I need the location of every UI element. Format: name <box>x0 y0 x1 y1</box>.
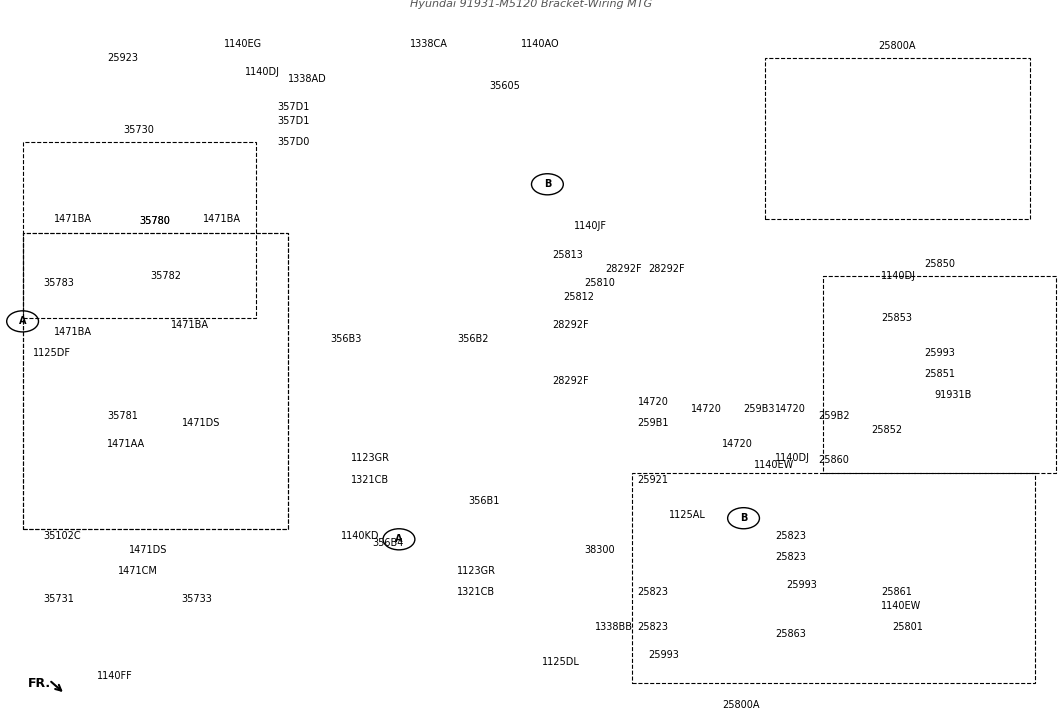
Text: 1125AL: 1125AL <box>670 510 706 520</box>
Text: 259B2: 259B2 <box>817 411 849 421</box>
Text: 14720: 14720 <box>723 439 754 449</box>
Text: 25810: 25810 <box>585 278 615 288</box>
Text: 35102C: 35102C <box>44 531 82 541</box>
Text: 28292F: 28292F <box>648 264 685 273</box>
Text: 25993: 25993 <box>924 348 955 358</box>
Text: 25823: 25823 <box>638 587 669 597</box>
Text: 1321CB: 1321CB <box>457 587 495 597</box>
Text: 1471DS: 1471DS <box>182 418 220 428</box>
Text: 35731: 35731 <box>44 594 74 604</box>
Text: 25853: 25853 <box>881 313 912 323</box>
Text: 1140EG: 1140EG <box>224 39 263 49</box>
Text: 357D1: 357D1 <box>277 102 309 112</box>
Text: 1471BA: 1471BA <box>171 320 209 330</box>
Text: 25993: 25993 <box>648 651 679 660</box>
Text: 1140DJ: 1140DJ <box>246 67 281 77</box>
Text: 28292F: 28292F <box>553 376 589 386</box>
Text: 259B3: 259B3 <box>743 404 775 414</box>
Text: 25823: 25823 <box>775 531 807 541</box>
Text: 1140AO: 1140AO <box>521 39 559 49</box>
Text: 1125DF: 1125DF <box>33 348 71 358</box>
Text: 1140JF: 1140JF <box>574 222 607 231</box>
Text: 25861: 25861 <box>881 587 912 597</box>
Text: 1471AA: 1471AA <box>107 439 146 449</box>
Text: 1338CA: 1338CA <box>409 39 448 49</box>
Text: 35783: 35783 <box>44 278 74 288</box>
Text: 28292F: 28292F <box>553 320 589 330</box>
Text: 25923: 25923 <box>107 53 138 63</box>
Text: 38300: 38300 <box>585 545 615 555</box>
Text: 35780: 35780 <box>139 217 170 227</box>
Text: B: B <box>740 513 747 523</box>
Text: 25860: 25860 <box>819 456 849 465</box>
Text: 35730: 35730 <box>123 125 154 135</box>
Text: 356B4: 356B4 <box>372 538 404 548</box>
Text: 14720: 14720 <box>775 404 806 414</box>
Text: 25850: 25850 <box>924 259 956 269</box>
Text: 25852: 25852 <box>871 425 901 435</box>
Text: A: A <box>19 316 27 326</box>
Text: FR.: FR. <box>28 677 51 690</box>
Text: 356B3: 356B3 <box>330 334 361 344</box>
Text: 1338BB: 1338BB <box>595 622 634 632</box>
Text: 25813: 25813 <box>553 249 584 260</box>
Text: 28292F: 28292F <box>606 264 642 273</box>
Text: 25993: 25993 <box>786 580 816 590</box>
Text: 25863: 25863 <box>775 629 806 639</box>
Text: 14720: 14720 <box>691 404 722 414</box>
Text: 1140EW: 1140EW <box>754 460 794 470</box>
Text: 357D0: 357D0 <box>277 137 309 147</box>
Text: 1140FF: 1140FF <box>97 672 133 681</box>
Text: 259B1: 259B1 <box>638 418 669 428</box>
Text: 35781: 35781 <box>107 411 138 421</box>
Text: 25823: 25823 <box>775 552 807 562</box>
Text: 14720: 14720 <box>638 397 669 407</box>
Text: 356B1: 356B1 <box>468 496 500 506</box>
Text: 1471BA: 1471BA <box>203 214 241 225</box>
Text: 357D1: 357D1 <box>277 116 309 126</box>
Text: 25800A: 25800A <box>878 41 916 51</box>
Text: 1123GR: 1123GR <box>351 454 390 463</box>
Text: 1140KD: 1140KD <box>340 531 379 541</box>
Text: 35782: 35782 <box>150 270 181 281</box>
Text: Hyundai 91931-M5120 Bracket-Wiring MTG: Hyundai 91931-M5120 Bracket-Wiring MTG <box>410 0 653 9</box>
Text: 1471BA: 1471BA <box>54 327 92 337</box>
Text: 1471BA: 1471BA <box>54 214 92 225</box>
Text: 25800A: 25800A <box>723 699 760 710</box>
Text: 1471CM: 1471CM <box>118 566 158 576</box>
Text: A: A <box>395 534 403 545</box>
Text: 35780: 35780 <box>139 217 170 227</box>
Text: B: B <box>543 180 551 189</box>
Text: 1321CB: 1321CB <box>351 475 389 485</box>
Text: 25851: 25851 <box>924 369 955 379</box>
Text: 35733: 35733 <box>182 594 213 604</box>
Text: 1140EW: 1140EW <box>881 601 922 611</box>
Text: 1140DJ: 1140DJ <box>881 270 916 281</box>
Text: 25801: 25801 <box>892 622 923 632</box>
Text: 91931B: 91931B <box>934 390 972 400</box>
Text: 1471DS: 1471DS <box>129 545 167 555</box>
Text: 1123GR: 1123GR <box>457 566 496 576</box>
Text: 356B2: 356B2 <box>457 334 489 344</box>
Text: 1140DJ: 1140DJ <box>775 454 810 463</box>
Text: 1338AD: 1338AD <box>288 74 326 84</box>
Text: 25823: 25823 <box>638 622 669 632</box>
Text: 1125DL: 1125DL <box>542 657 580 667</box>
Text: 25921: 25921 <box>638 475 669 485</box>
Text: 35605: 35605 <box>489 81 520 91</box>
Text: 25812: 25812 <box>563 292 594 302</box>
